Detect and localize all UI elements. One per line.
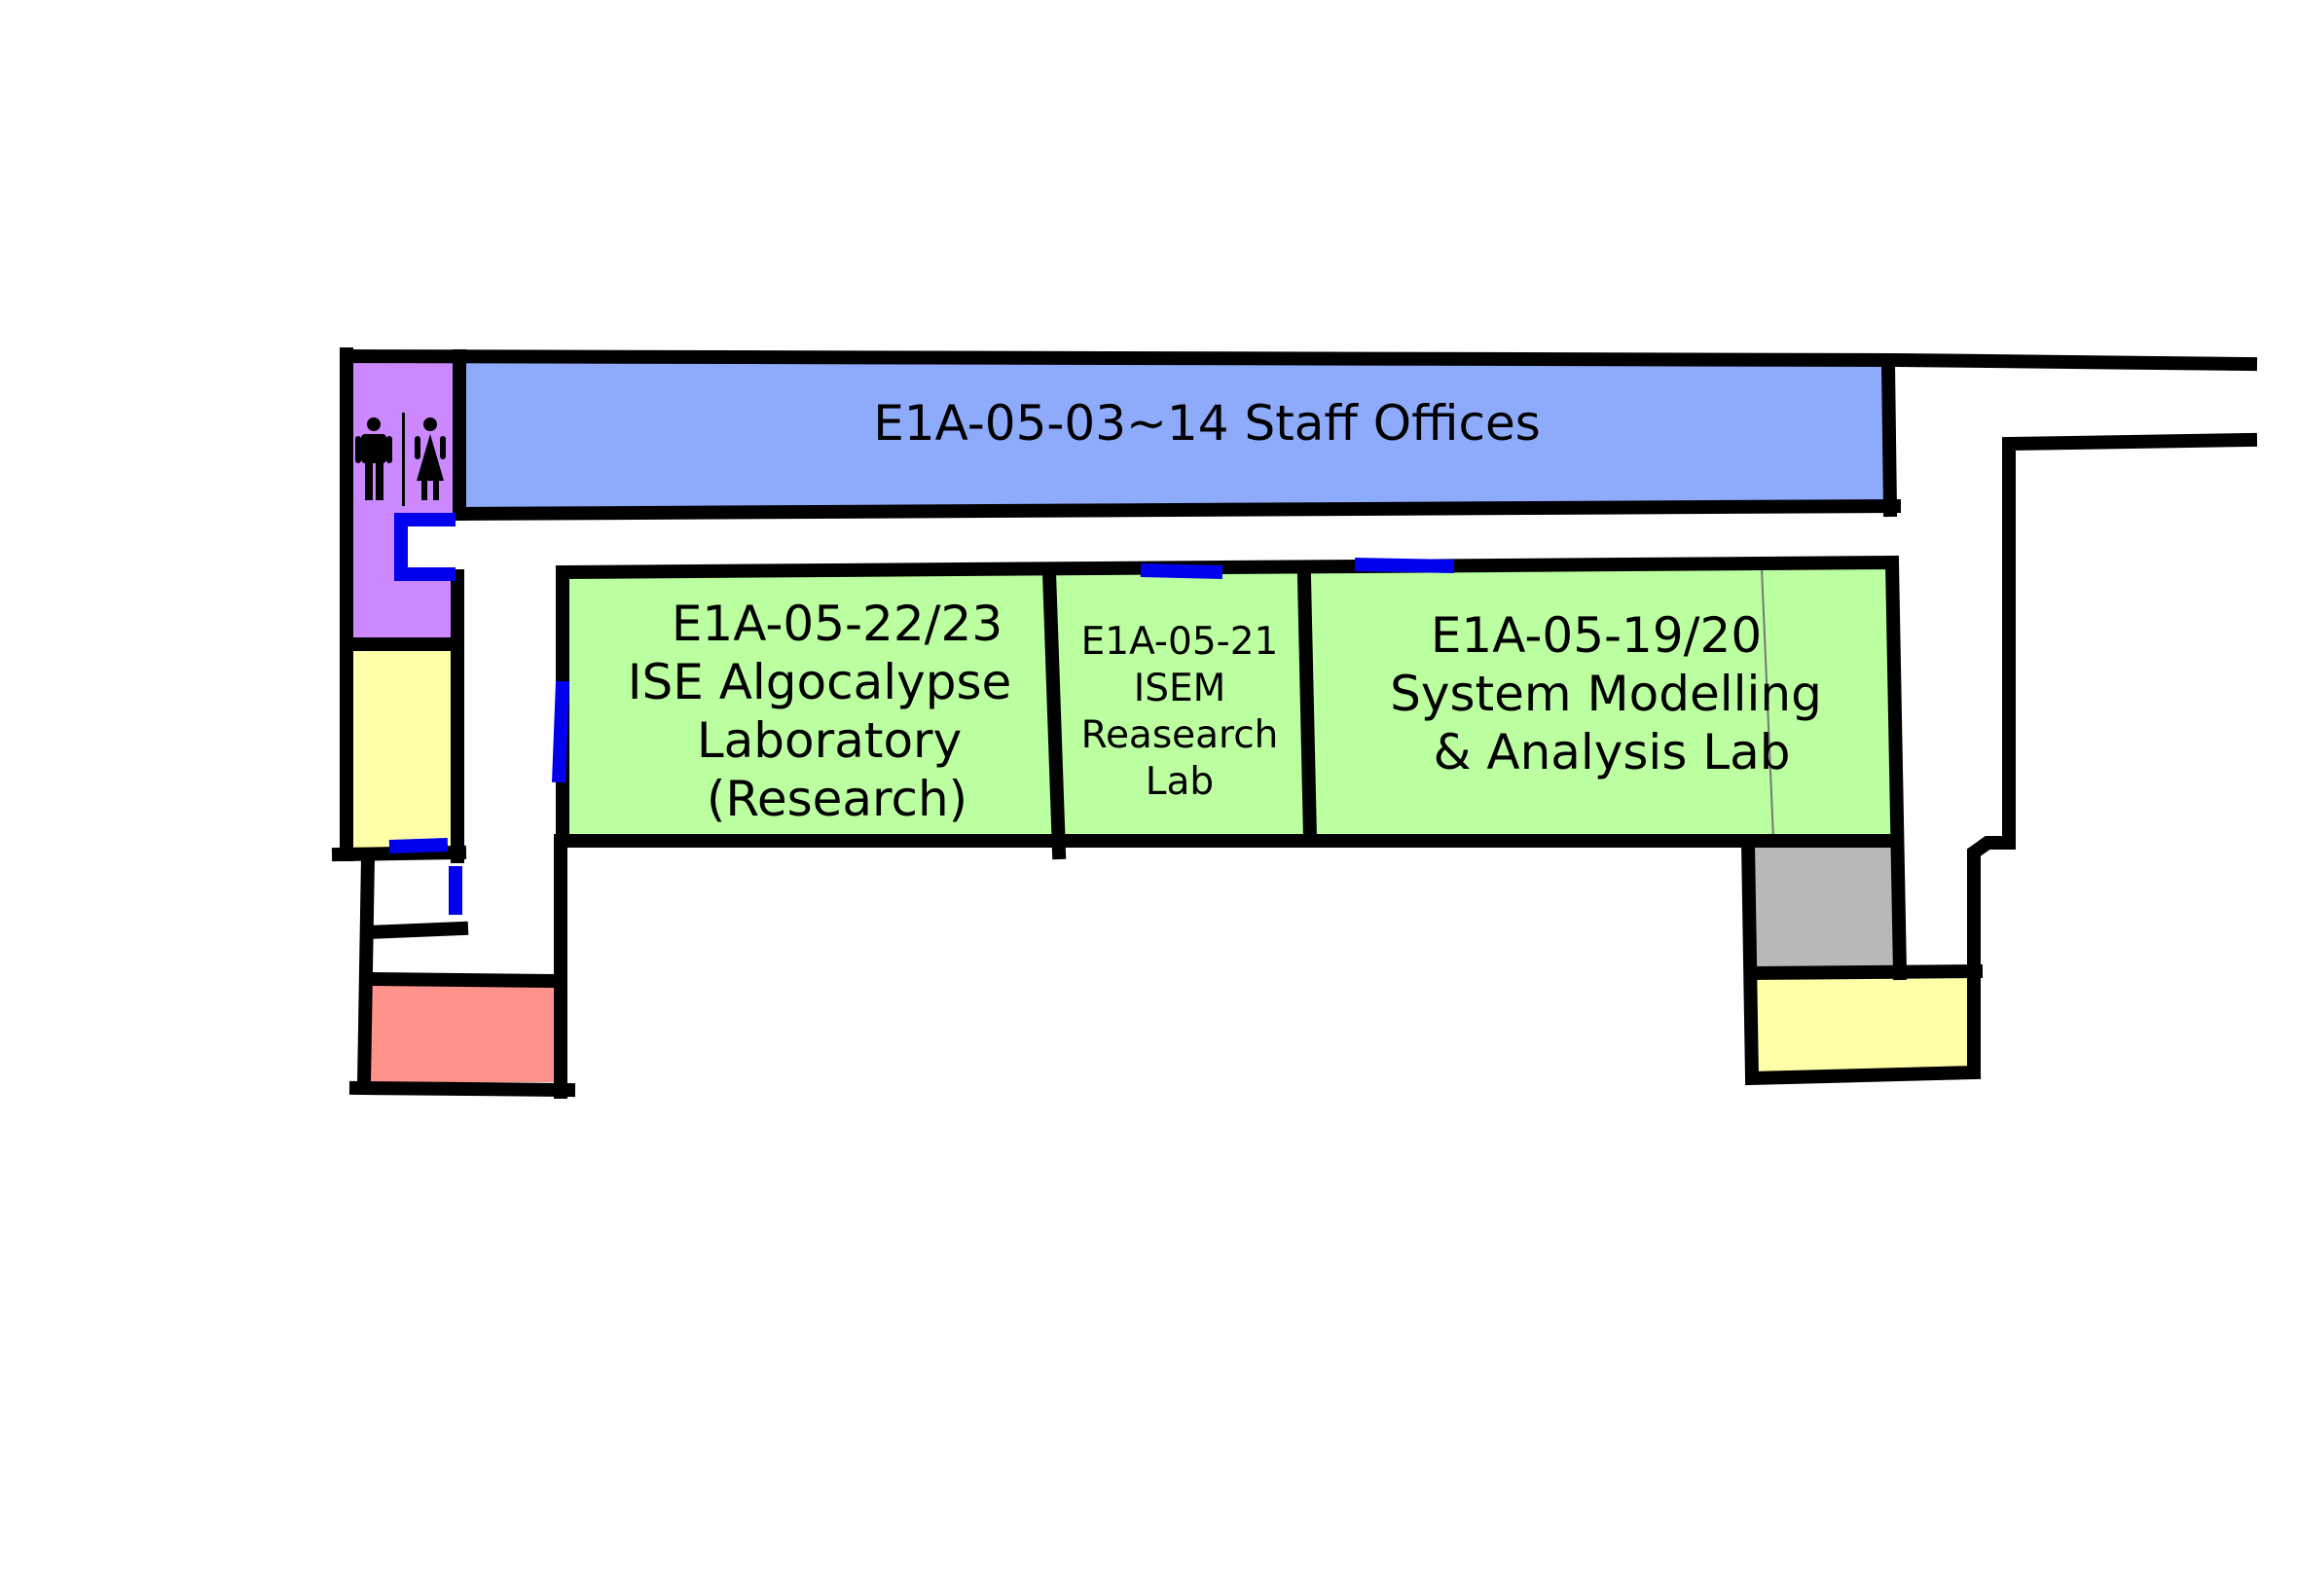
system-modelling-lab-room[interactable] bbox=[1304, 562, 1898, 841]
isem-lab-label: E1A-05-21 ISEM Reasearch Lab bbox=[1081, 620, 1279, 804]
staff-offices-room[interactable] bbox=[459, 360, 1888, 514]
system-modelling-lab-name-2: & Analysis Lab bbox=[1433, 724, 1790, 780]
utility-room-left[interactable] bbox=[348, 644, 457, 853]
restroom-icon bbox=[355, 413, 446, 506]
algocalypse-lab-name: ISE Algocalypse bbox=[628, 654, 1012, 710]
doors bbox=[388, 513, 1455, 915]
system-modelling-lab-code: E1A-05-19/20 bbox=[1431, 607, 1762, 664]
isem-lab-suffix: Lab bbox=[1146, 760, 1214, 804]
algocalypse-lab-type: Laboratory bbox=[697, 712, 962, 769]
grey-room[interactable] bbox=[1750, 845, 1900, 971]
red-room[interactable] bbox=[366, 981, 559, 1082]
algocalypse-lab-label: E1A-05-22/23 ISE Algocalypse Laboratory … bbox=[628, 596, 1012, 827]
isem-lab-room[interactable] bbox=[1049, 568, 1309, 841]
system-modelling-lab-label: E1A-05-19/20 System Modelling & Analysis… bbox=[1390, 607, 1822, 780]
isem-lab-name: ISEM bbox=[1134, 667, 1226, 710]
algocalypse-lab-code: E1A-05-22/23 bbox=[672, 596, 1003, 652]
staff-offices-label: E1A-05-03~14 Staff Offices bbox=[873, 395, 1541, 452]
isem-lab-code: E1A-05-21 bbox=[1081, 620, 1279, 664]
isem-lab-type: Reasearch bbox=[1081, 713, 1279, 757]
algocalypse-lab-note: (Research) bbox=[707, 771, 967, 827]
algocalypse-lab-room[interactable] bbox=[561, 568, 1059, 841]
system-modelling-lab-name: System Modelling bbox=[1390, 666, 1822, 722]
walls bbox=[331, 347, 2258, 1099]
utility-room-right[interactable] bbox=[1752, 969, 1970, 1074]
lab-partition-line bbox=[1761, 567, 1774, 840]
